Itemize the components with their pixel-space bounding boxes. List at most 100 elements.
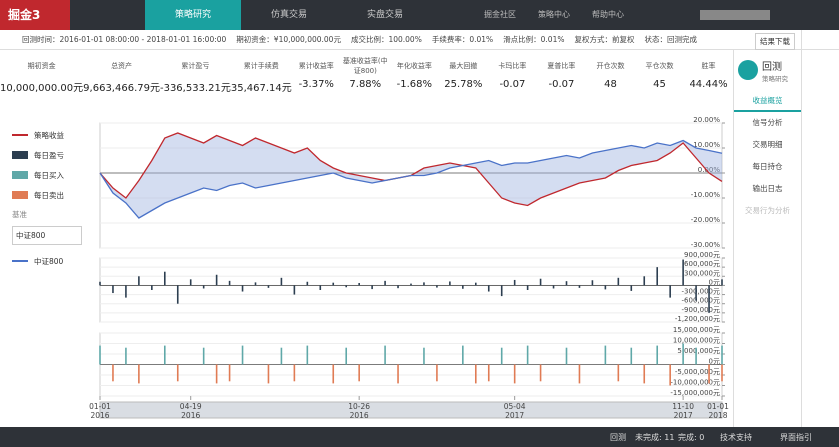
sidebar-item[interactable]: 每日持仓 [752,162,783,171]
bar [163,345,166,365]
stat: 平仓次数 45 [635,55,684,105]
bar [708,285,710,313]
y-tick-label: 5,000,000元 [677,347,720,355]
nav-tab[interactable]: 实盘交易 [366,10,403,20]
bar [539,278,542,286]
sidebar-item[interactable]: 信号分析 [752,118,783,127]
info-item: 成交比例：100.00% [350,35,422,44]
nav-link[interactable]: 掘金社区 [484,10,516,19]
info-bar: 回测时间：2016-01-01 08:00:00 - 2018-01-01 16… [0,30,839,50]
legend-item: 每日盈亏 [12,145,92,165]
y-tick-label: -10,000,000元 [670,379,720,387]
bar [293,285,296,295]
icon-rail [801,30,839,427]
nav-link[interactable]: 帮助中心 [592,10,624,19]
bar [436,285,438,288]
download-button[interactable]: 结果下载 [755,33,795,50]
stat-value: -336,533.21元 [159,83,231,94]
status-done: 完成: 0 [678,433,705,442]
stats-row: 期初资金 10,000,000.00元 总资产 9,663,466.79元 累计盈亏 -3… [0,55,733,105]
bar [474,364,477,384]
nav-tab[interactable]: 仿真交易 [270,10,307,20]
y-tick-label: -10.00% [691,191,721,199]
legend-item: 中证800 [12,251,92,271]
legend-item: 每日卖出 [12,185,92,205]
bar [293,364,296,382]
sidebar-item[interactable]: 交易明细 [752,140,783,149]
stat-label: 累计收益率 [298,62,334,70]
info-item: 滑点比例：0.01% [503,35,565,44]
logo[interactable]: 掘金3 [0,0,70,30]
stat: 累计盈亏 -336,533.21元 [160,55,231,105]
x-tick-label: 01-01 2018 [707,402,729,420]
bar [397,285,399,289]
info-item: 回测时间：2016-01-01 08:00:00 - 2018-01-01 16… [22,35,227,44]
stat-label: 基准收益率(中证800) [342,57,388,75]
bar [228,364,231,382]
bar [306,281,309,286]
bar [332,364,335,384]
stat-value: -0.07 [499,79,526,90]
bar [656,345,659,365]
support-link[interactable]: 技术支持 [720,433,752,442]
bar [112,285,114,294]
charts: 20.00% 10.00% 0.00% -10.00% -20.00% -30.00% 90… [99,116,725,419]
top-bar: 掘金3 策略研究 仿真交易 实盘交易 掘金社区 策略中心 帮助中心 [0,0,839,30]
guide-link[interactable]: 界面指引 [780,433,812,442]
bar [280,277,283,286]
stat: 期初资金 10,000,000.00元 [0,55,83,105]
bar [474,282,477,286]
stat: 累计手续费 35,467.14元 [231,55,292,105]
y-tick-label: 15,000,000元 [673,326,720,334]
benchmark-input[interactable]: 中证800 [12,226,82,245]
stat: 总资产 9,663,466.79元 [83,55,160,105]
stat-value: -1.68% [396,79,433,90]
stat-label: 开仓次数 [596,62,625,70]
sidebar: 回测 策略研究 收益概览信号分析交易明细每日持仓输出日志交易行为分析 [733,50,801,427]
bar [215,364,218,384]
line-series [99,139,723,219]
bar [423,347,425,365]
bar [462,345,464,365]
y-tick-label: -5,000,000元 [675,368,720,376]
info-item: 手续费率：0.01% [431,35,494,44]
stat-value: 25.78% [444,79,483,90]
nav-link[interactable]: 策略中心 [538,10,570,19]
x-tick-label: 01-01 2016 [89,402,111,420]
sidebar-item[interactable]: 收益概览 [734,90,801,112]
bar [721,279,723,286]
bar [228,280,231,286]
sidebar-item[interactable]: 交易行为分析 [745,206,790,215]
y-tick-label: 0.00% [698,166,721,174]
y-tick-label: 0元 [709,278,720,286]
bar [578,285,581,288]
bar [695,347,697,365]
bar [449,281,451,286]
nav-tab[interactable]: 策略研究 [145,0,241,30]
stat-value: -0.07 [548,79,575,90]
bar [267,364,270,384]
bar [669,364,671,386]
legend-swatch [12,151,28,159]
bar [669,285,671,298]
legend-label: 每日卖出 [34,190,64,200]
stat-label: 总资产 [111,62,133,70]
bar [215,274,218,286]
stat-value: -3.37% [298,79,334,90]
status-pending: 未完成: 11 [635,433,675,442]
bar [500,285,503,297]
sidebar-item[interactable]: 输出日志 [752,184,783,193]
bar [241,345,244,365]
bar [138,276,140,286]
benchmark-label: 基准 [12,210,27,219]
stat: 开仓次数 48 [586,55,635,105]
bar [397,364,399,384]
bar [604,285,607,290]
bar [682,259,684,286]
sidebar-header: 回测 策略研究 [734,50,801,90]
stat: 基准收益率(中证800) 7.88% [341,55,390,105]
bar [462,285,464,289]
bar [539,364,542,382]
x-tick-label: 11-10 2017 [672,402,695,420]
